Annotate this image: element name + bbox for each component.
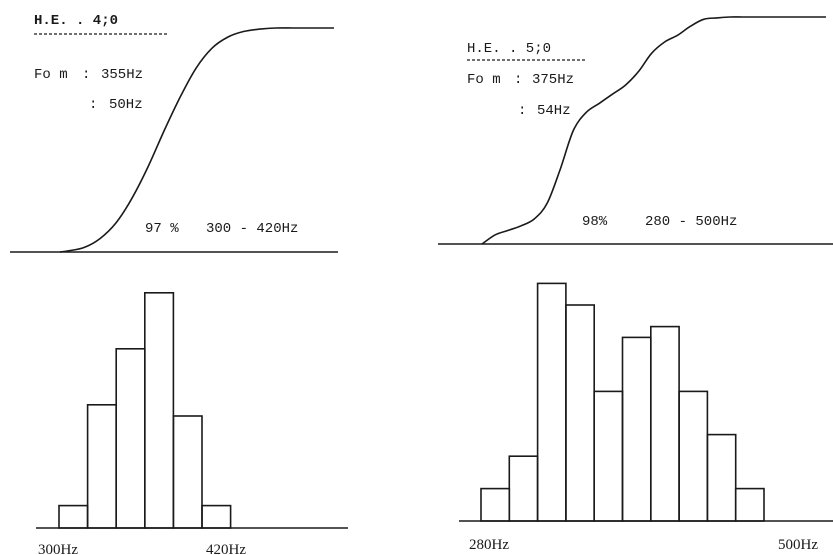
left-cumulative-curve — [59, 27, 293, 253]
right-fo-value: 375Hz — [532, 72, 574, 88]
left-histogram-bar-300-310 — [58, 504, 89, 529]
right-histogram-tick-500: 500Hz — [778, 537, 818, 553]
right-histogram: 280Hz 500Hz — [459, 282, 833, 553]
right-histogram-bar-330-340 — [621, 336, 652, 522]
left-histogram: 300Hz 420Hz — [36, 291, 348, 555]
right-cumulative-curve — [481, 16, 782, 245]
left-range-label: 300 - 420Hz — [206, 221, 298, 237]
right-histogram-bar-290-300 — [508, 455, 539, 522]
left-fo-label: Fo m — [34, 67, 68, 83]
left-fo-value: 355Hz — [101, 67, 143, 83]
right-histogram-bar-310-320 — [565, 304, 596, 522]
right-sd-colon: : — [518, 103, 526, 119]
left-histogram-bar-350-360 — [201, 504, 232, 529]
right-histogram-bar-340-350 — [649, 325, 680, 522]
right-histogram-bar-300-310 — [536, 282, 567, 522]
left-histogram-tick-420: 420Hz — [206, 542, 246, 555]
left-percent-label: 97 % — [145, 221, 179, 237]
right-histogram-bar-370-380 — [734, 487, 765, 522]
right-fo-label: Fo m — [467, 72, 501, 88]
left-fo-colon: : — [82, 67, 90, 83]
left-sd-colon: : — [89, 97, 97, 113]
right-histogram-bar-350-360 — [678, 390, 709, 522]
right-range-label: 280 - 500Hz — [645, 214, 737, 230]
left-histogram-bar-340-350 — [172, 415, 203, 529]
right-histogram-bar-280-290 — [480, 487, 511, 522]
left-histogram-tick-300: 300Hz — [38, 542, 78, 555]
left-histogram-bar-330-340 — [144, 291, 175, 529]
left-histogram-bar-320-330 — [115, 347, 146, 529]
right-header-code: H.E. . 5;0 — [467, 41, 551, 57]
left-sd-value: 50Hz — [109, 97, 143, 113]
right-percent-label: 98% — [582, 214, 608, 230]
left-header-code: H.E. . 4;0 — [34, 13, 118, 29]
right-histogram-tick-280: 280Hz — [469, 537, 509, 553]
left-cumulative-panel: H.E. . 4;0 Fo m : 355Hz : 50Hz 97 % 300 … — [10, 13, 338, 253]
right-cumulative-panel: H.E. . 5;0 Fo m : 375Hz : 54Hz 98% 280 -… — [438, 16, 833, 245]
left-histogram-bar-310-320 — [86, 403, 117, 529]
right-histogram-bar-360-370 — [706, 433, 737, 522]
right-histogram-bar-320-330 — [593, 390, 624, 522]
right-sd-value: 54Hz — [537, 103, 571, 119]
right-fo-colon: : — [514, 72, 522, 88]
